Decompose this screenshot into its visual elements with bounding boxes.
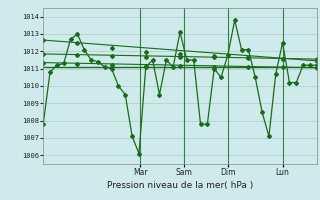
X-axis label: Pression niveau de la mer( hPa ): Pression niveau de la mer( hPa ) bbox=[107, 181, 253, 190]
